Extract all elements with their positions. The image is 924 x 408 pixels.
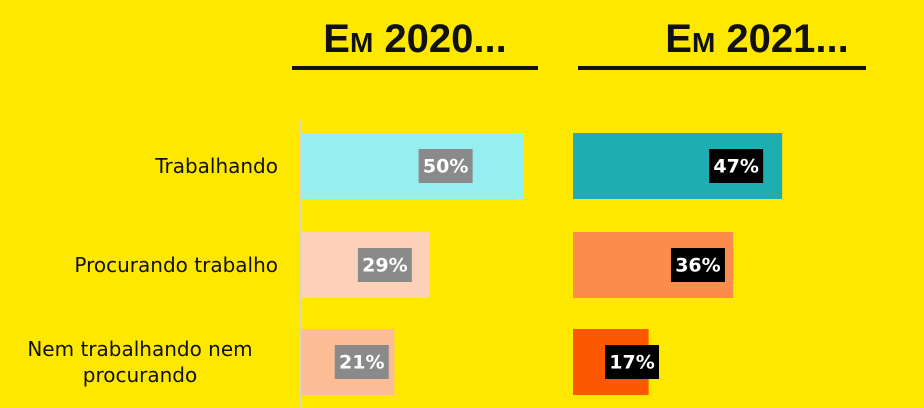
value-label: 36% <box>675 255 720 277</box>
value-label-bg <box>334 345 389 379</box>
value-label-bg <box>357 248 412 282</box>
panel-title: Em 2021... <box>665 17 848 61</box>
value-label-bg <box>709 149 764 183</box>
panel-title: Em 2020... <box>323 17 506 61</box>
category-label: Nem trabalhando nem procurando <box>27 337 253 387</box>
value-label: 21% <box>339 352 384 374</box>
category-label: Trabalhando <box>155 154 278 178</box>
value-label-bg <box>418 149 473 183</box>
category-label: Procurando trabalho <box>74 253 278 277</box>
value-label: 50% <box>423 156 468 178</box>
value-label-bg <box>605 345 660 379</box>
bar <box>301 133 524 199</box>
value-label-bg <box>670 248 725 282</box>
value-label: 47% <box>713 156 758 178</box>
value-label: 29% <box>362 255 407 277</box>
value-label: 17% <box>609 352 654 374</box>
